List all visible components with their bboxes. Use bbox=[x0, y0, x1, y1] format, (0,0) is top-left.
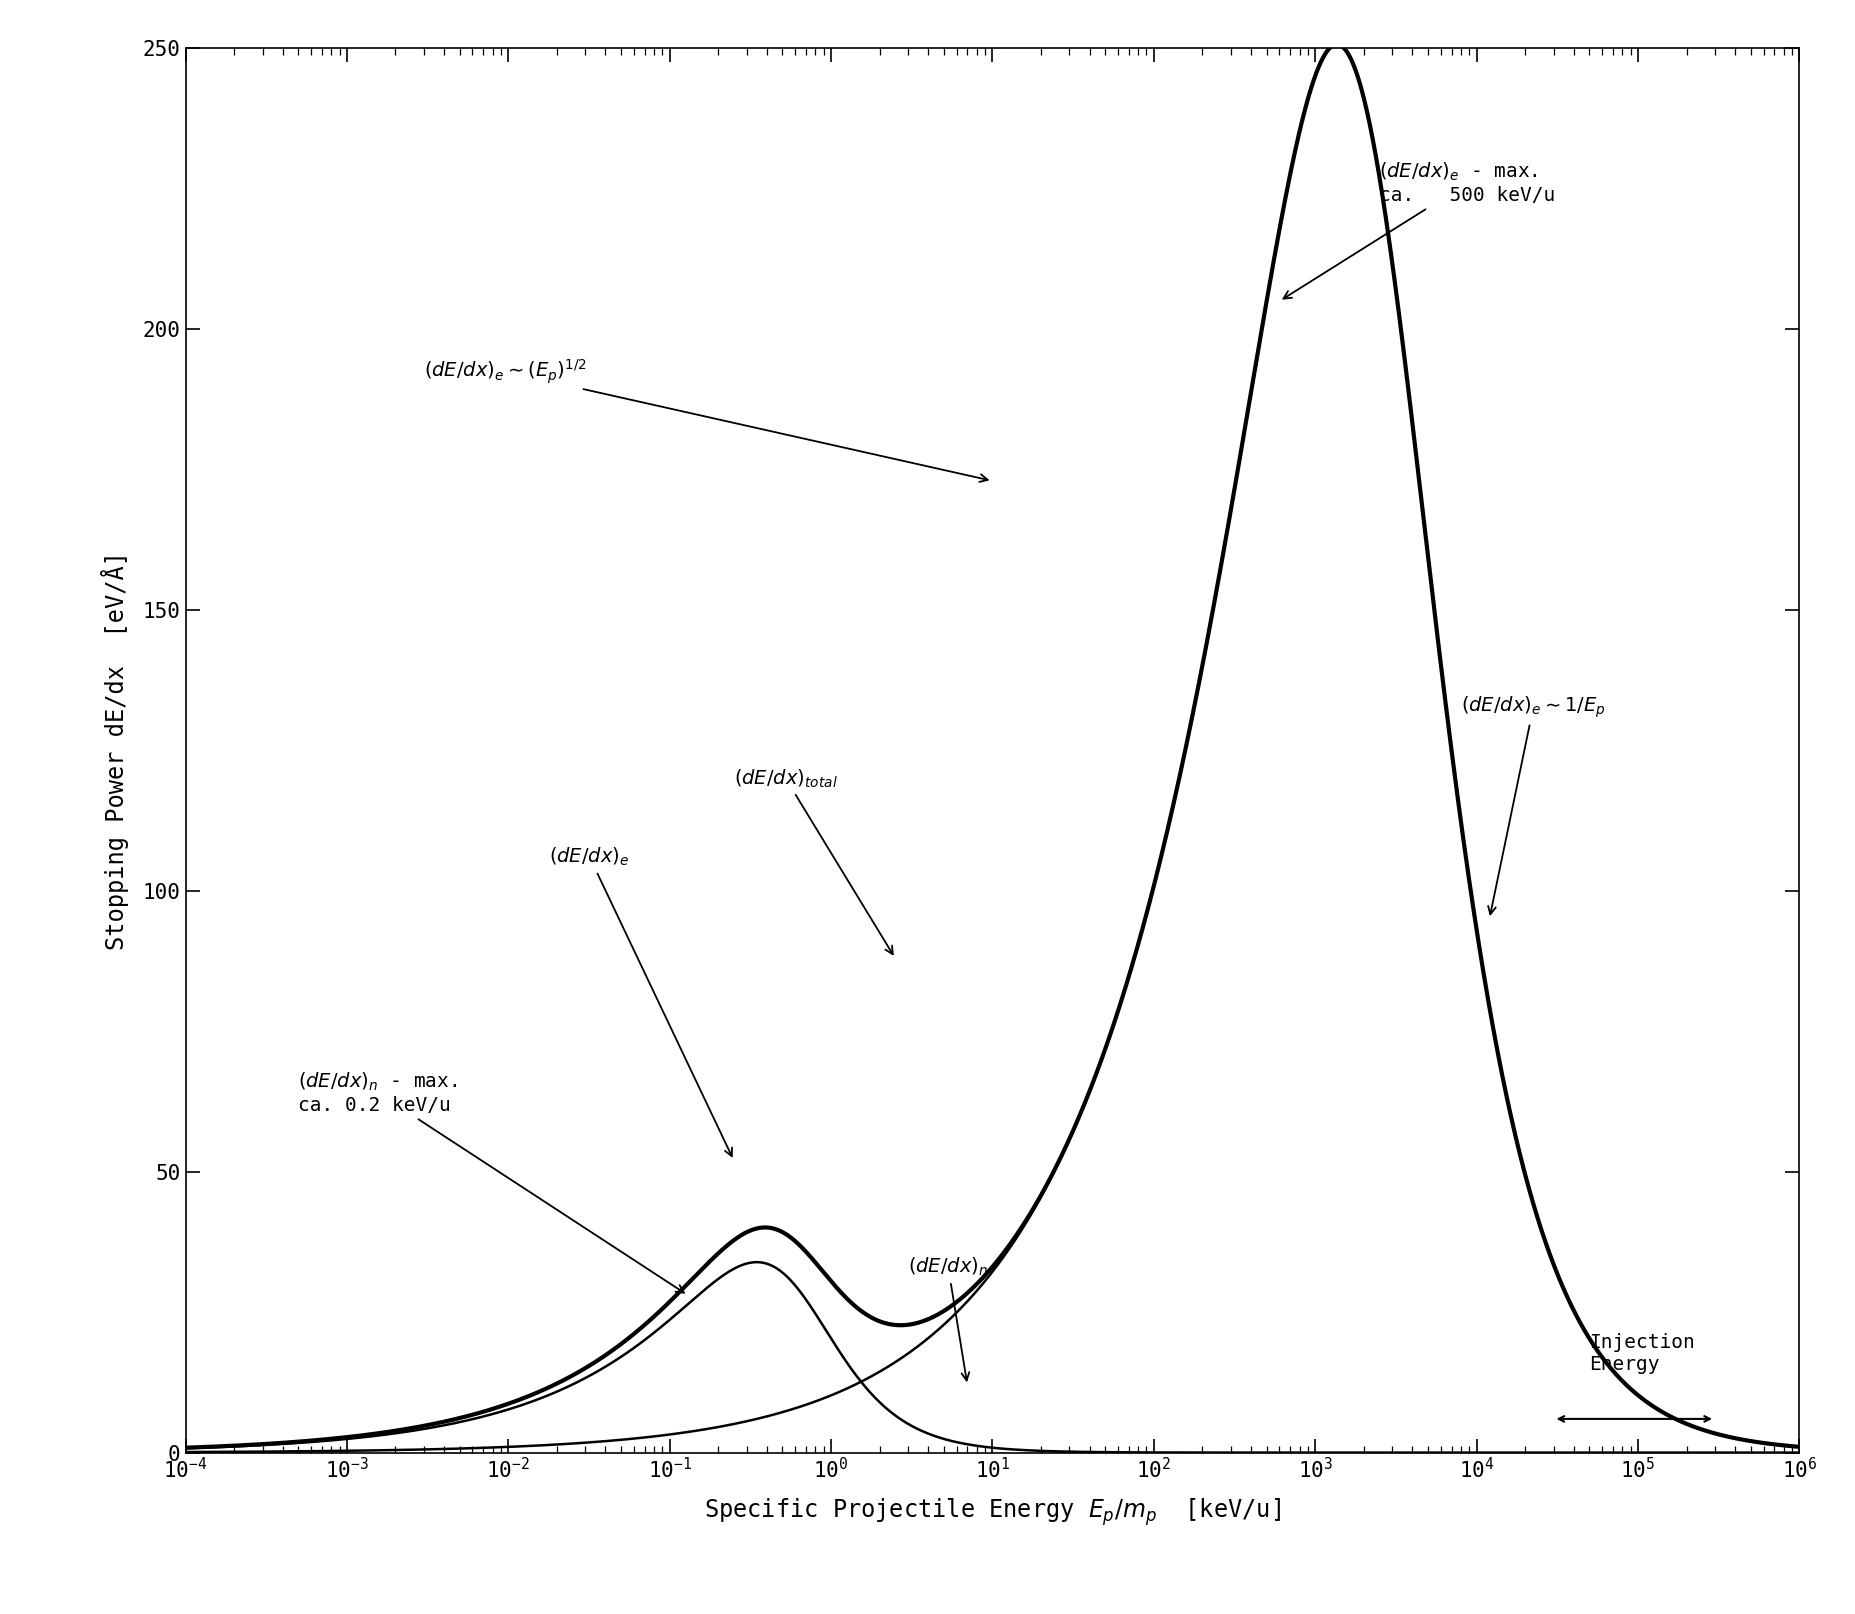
Text: $(dE/dx)_n$ - max.
ca. 0.2 keV/u: $(dE/dx)_n$ - max. ca. 0.2 keV/u bbox=[299, 1070, 684, 1293]
Text: $(dE/dx)_e$ - max.
ca.   500 keV/u: $(dE/dx)_e$ - max. ca. 500 keV/u bbox=[1284, 161, 1556, 299]
Text: $(dE/dx)_n$: $(dE/dx)_n$ bbox=[909, 1256, 989, 1380]
Text: $(dE/dx)_e\sim 1/E_p$: $(dE/dx)_e\sim 1/E_p$ bbox=[1462, 694, 1606, 914]
X-axis label: Specific Projectile Energy $E_p/m_p$  [keV/u]: Specific Projectile Energy $E_p/m_p$ [ke… bbox=[703, 1496, 1282, 1528]
Text: $(dE/dx)_e$: $(dE/dx)_e$ bbox=[549, 846, 733, 1156]
Text: $(dE/dx)_{total}$: $(dE/dx)_{total}$ bbox=[735, 767, 892, 954]
Y-axis label: Stopping Power dE/dx  [eV/Å]: Stopping Power dE/dx [eV/Å] bbox=[100, 550, 128, 951]
Text: Injection
Energy: Injection Energy bbox=[1590, 1333, 1695, 1374]
Text: $(dE/dx)_e\sim(E_p)^{1/2}$: $(dE/dx)_e\sim(E_p)^{1/2}$ bbox=[425, 357, 987, 483]
